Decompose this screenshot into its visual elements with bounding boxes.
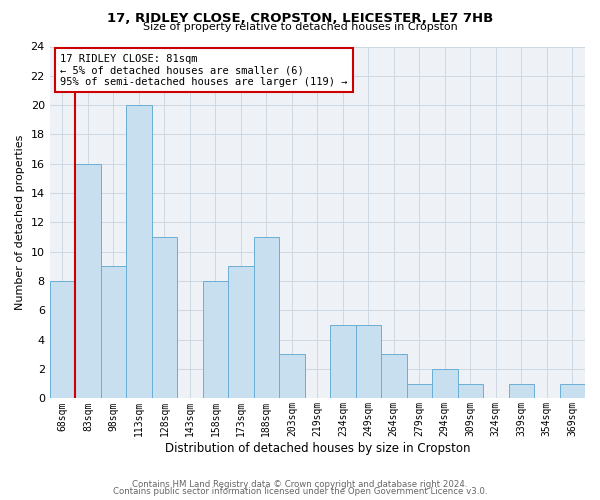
Text: Contains public sector information licensed under the Open Government Licence v3: Contains public sector information licen…: [113, 487, 487, 496]
Bar: [279, 354, 305, 399]
Text: 17, RIDLEY CLOSE, CROPSTON, LEICESTER, LE7 7HB: 17, RIDLEY CLOSE, CROPSTON, LEICESTER, L…: [107, 12, 493, 26]
Bar: [228, 266, 254, 398]
Bar: [254, 237, 279, 398]
Y-axis label: Number of detached properties: Number of detached properties: [15, 135, 25, 310]
Bar: [560, 384, 585, 398]
Text: 17 RIDLEY CLOSE: 81sqm
← 5% of detached houses are smaller (6)
95% of semi-detac: 17 RIDLEY CLOSE: 81sqm ← 5% of detached …: [61, 54, 348, 86]
Bar: [407, 384, 432, 398]
Text: Contains HM Land Registry data © Crown copyright and database right 2024.: Contains HM Land Registry data © Crown c…: [132, 480, 468, 489]
Bar: [432, 369, 458, 398]
X-axis label: Distribution of detached houses by size in Cropston: Distribution of detached houses by size …: [164, 442, 470, 455]
Bar: [330, 325, 356, 398]
Bar: [75, 164, 101, 398]
Bar: [458, 384, 483, 398]
Bar: [509, 384, 534, 398]
Text: Size of property relative to detached houses in Cropston: Size of property relative to detached ho…: [143, 22, 457, 32]
Bar: [203, 281, 228, 398]
Bar: [101, 266, 126, 398]
Bar: [381, 354, 407, 399]
Bar: [152, 237, 177, 398]
Bar: [356, 325, 381, 398]
Bar: [126, 105, 152, 399]
Bar: [50, 281, 75, 398]
